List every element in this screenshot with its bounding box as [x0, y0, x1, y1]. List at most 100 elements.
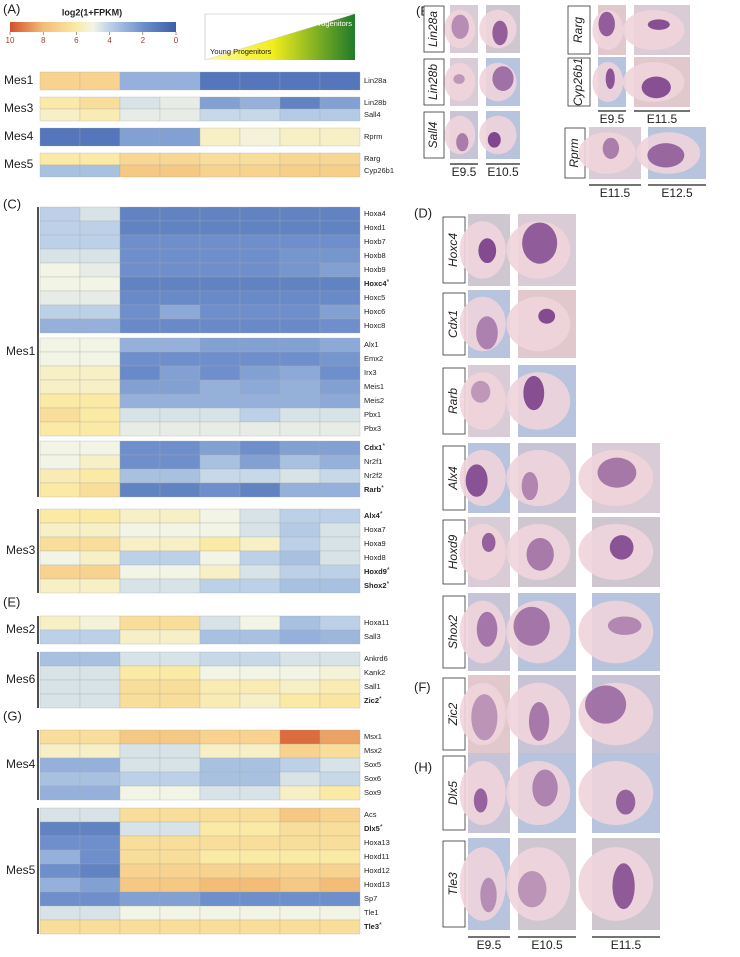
gene-label: Hoxa9	[364, 539, 386, 548]
heatmap-cell	[79, 693, 121, 709]
stain	[523, 375, 545, 411]
heatmap-cell	[319, 629, 361, 645]
heatmap-cell	[119, 651, 161, 667]
gene-name: Tle1	[364, 908, 379, 917]
heatmap-cell	[119, 785, 161, 801]
limb-bud	[506, 450, 571, 506]
heatmap-cell	[119, 615, 161, 631]
heatmap-cell	[159, 849, 201, 865]
gene-name: Pbx3	[364, 424, 381, 433]
heatmap-cell	[119, 379, 161, 395]
heatmap-cell	[159, 318, 201, 334]
heatmap-cell	[239, 863, 281, 879]
gene-label: Hoxd11	[364, 852, 389, 861]
gene-name: Hoxd12	[364, 866, 390, 875]
gene-name: Meis1	[364, 382, 384, 391]
heatmap-cell	[239, 905, 281, 921]
heatmap-cell	[319, 849, 361, 865]
heatmap-cell	[159, 891, 201, 907]
heatmap-cell	[79, 71, 121, 91]
heatmap-cell	[159, 220, 201, 236]
stage-label: E9.5	[600, 112, 625, 126]
heatmap-cell	[39, 905, 81, 921]
heatmap-cell	[319, 365, 361, 381]
heatmap-cell	[119, 849, 161, 865]
limb-bud	[506, 761, 571, 825]
gene-name: Dlx5	[364, 824, 380, 833]
heatmap-cell	[79, 234, 121, 250]
stage-label: E9.5	[452, 165, 477, 179]
gene-label: Hoxb8	[364, 251, 386, 260]
heatmap-cell	[79, 379, 121, 395]
heatmap-cell	[239, 440, 281, 456]
heatmap-cell	[279, 248, 321, 264]
heatmap-cell	[159, 454, 201, 470]
stage-label: E10.5	[487, 165, 519, 179]
heatmap-cell	[79, 276, 121, 292]
heatmap-cell	[159, 337, 201, 353]
gene-label: Sall3	[364, 632, 381, 641]
heatmap-cell	[239, 71, 281, 91]
heatmap-cell	[279, 536, 321, 552]
heatmap-cell	[79, 454, 121, 470]
heatmap-cell	[39, 771, 81, 787]
panel-label: (C)	[3, 196, 21, 211]
heatmap-cell	[239, 891, 281, 907]
heatmap-cell	[79, 564, 121, 580]
gene-name: Ankrd6	[364, 654, 388, 663]
heatmap-cell	[279, 407, 321, 423]
gene-label: Hoxb9	[364, 265, 386, 274]
heatmap-cell	[239, 550, 281, 566]
heatmap-cell	[319, 127, 361, 147]
heatmap-cell	[199, 421, 241, 437]
heatmap-cell	[159, 757, 201, 773]
panel-label: (G)	[3, 708, 22, 723]
heatmap-cell	[279, 108, 321, 122]
in-situ-gene: Shox2	[446, 615, 460, 649]
stain	[465, 464, 488, 497]
heatmap-cell	[199, 651, 241, 667]
gene-label: Sox9	[364, 788, 381, 797]
heatmap-cell	[319, 262, 361, 278]
heatmap-cell	[159, 71, 201, 91]
heatmap-cell	[319, 564, 361, 580]
heatmap-cell	[199, 771, 241, 787]
heatmap-cell	[319, 482, 361, 498]
gene-label: Dlx5*	[364, 824, 383, 833]
heatmap-cell	[39, 164, 81, 178]
gene-name: Sall4	[364, 110, 381, 119]
heatmap-cell	[119, 393, 161, 409]
heatmap-cell	[319, 835, 361, 851]
heatmap-cell	[239, 743, 281, 759]
heatmap-cell	[159, 262, 201, 278]
gene-label: Hoxc6	[364, 307, 385, 316]
gene-star: *	[381, 485, 384, 492]
limb-bud	[459, 847, 506, 921]
heatmap-cell	[39, 365, 81, 381]
gene-name: Hoxa13	[364, 838, 390, 847]
heatmap-cell	[119, 262, 161, 278]
heatmap-cell	[279, 771, 321, 787]
heatmap-cell	[239, 468, 281, 484]
limb-bud	[506, 296, 571, 352]
in-situ-gene: Alx4	[446, 466, 460, 491]
heatmap-cell	[159, 807, 201, 823]
stain	[471, 694, 498, 741]
gene-name: Lin28b	[364, 98, 387, 107]
heatmap-cell	[79, 891, 121, 907]
heatmap-cell	[79, 318, 121, 334]
heatmap-cell	[279, 379, 321, 395]
stain	[607, 616, 642, 635]
heatmap-cell	[279, 164, 321, 178]
gene-name: Hoxb7	[364, 237, 386, 246]
heatmap-cell	[279, 807, 321, 823]
heatmap-cell	[239, 578, 281, 594]
stain	[478, 238, 497, 264]
heatmap-cell	[39, 807, 81, 823]
heatmap-cell	[119, 351, 161, 367]
gene-label: Hoxa11	[364, 618, 389, 627]
heatmap-cell	[279, 421, 321, 437]
heatmap-cell	[39, 127, 81, 147]
group-label: Mes2	[6, 622, 36, 636]
heatmap-cell	[39, 337, 81, 353]
